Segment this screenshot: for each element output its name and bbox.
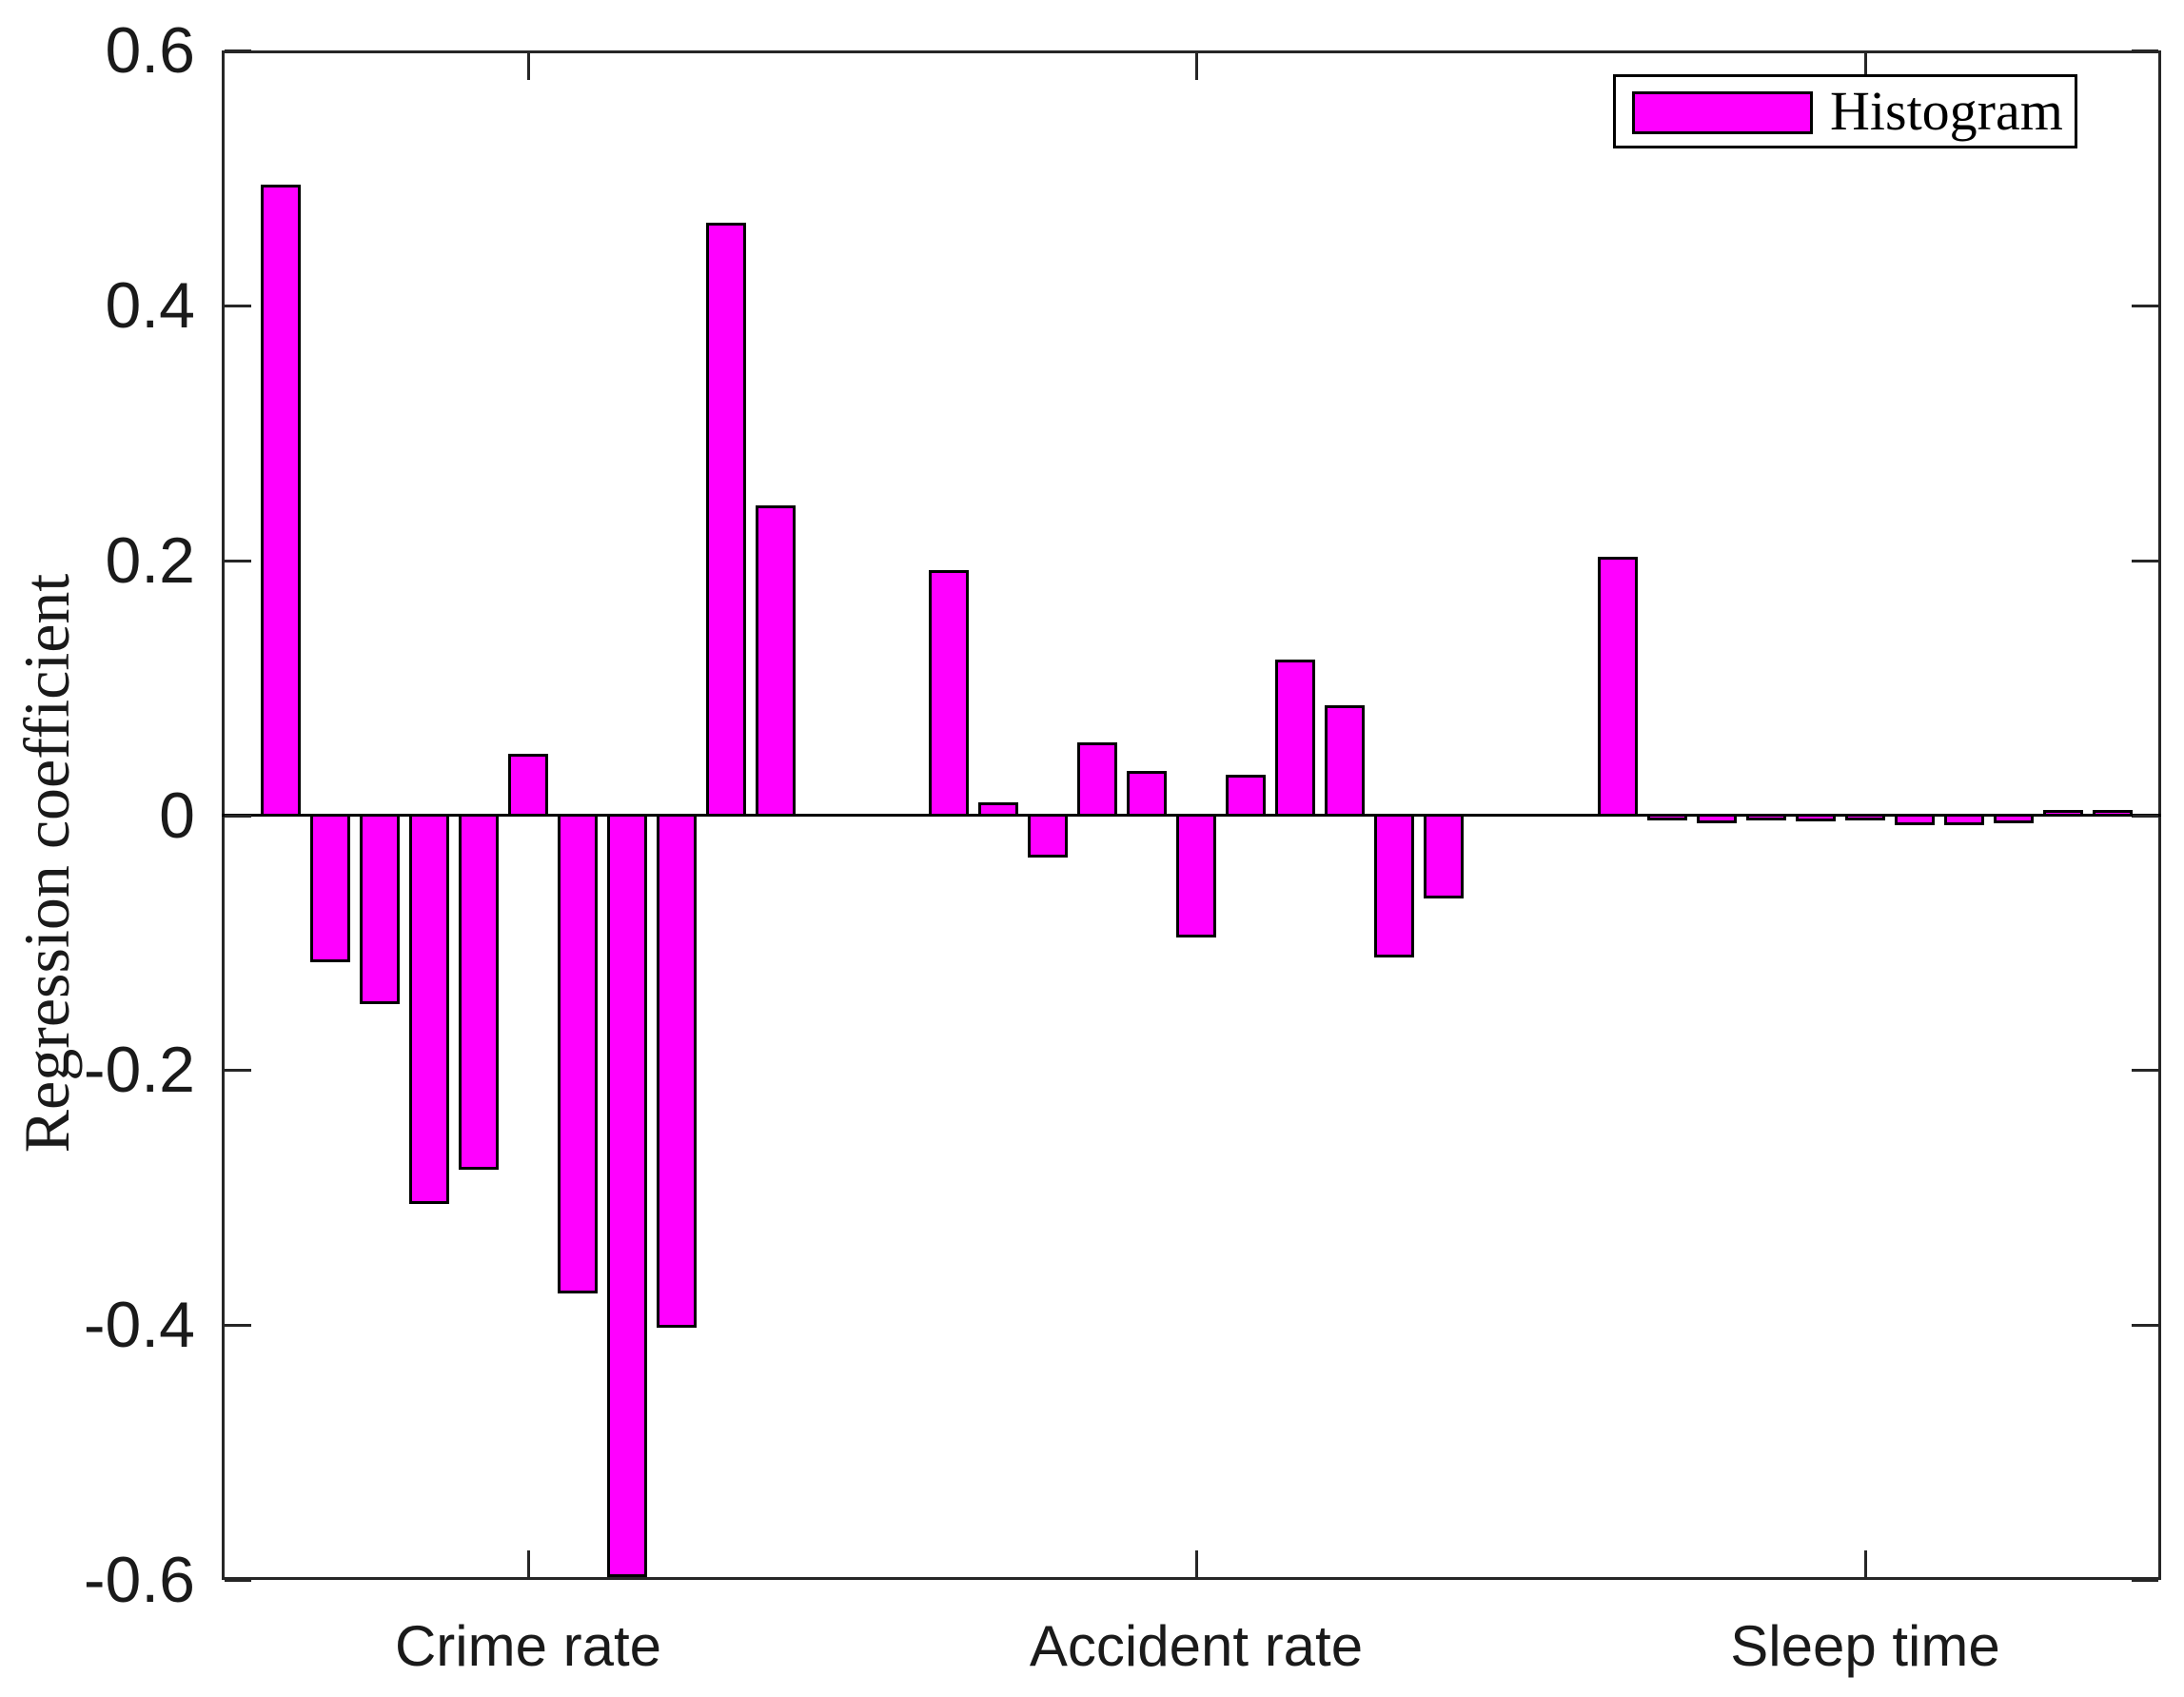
bar [1796,814,1836,821]
bar [1845,814,1885,820]
bar [310,814,350,962]
bar [261,185,301,817]
y-tick-left [225,304,251,307]
x-tick-top [526,53,530,80]
bar [1374,814,1414,957]
y-tick-left [225,1068,251,1072]
bar [1226,775,1266,817]
bar [2093,810,2133,817]
bar [756,505,796,817]
y-tick-left [225,814,251,818]
y-tick-label: 0.4 [105,269,195,342]
y-tick-right [2132,1578,2158,1582]
y-tick-label: 0 [159,779,195,852]
y-tick-right [2132,304,2158,307]
x-tick-bottom [526,1550,530,1577]
bar [657,814,697,1328]
bar [1994,814,2034,823]
x-tick-top [1863,53,1867,80]
x-category-label: Accident rate [1029,1614,1364,1678]
bar [1647,814,1687,820]
bar [1895,814,1935,825]
bar [1176,814,1216,937]
y-tick-right [2132,559,2158,562]
y-tick-label: 0.2 [105,524,195,597]
bar [2043,810,2083,817]
bar [1598,557,1638,817]
y-tick-label: -0.4 [83,1289,195,1361]
x-category-label: Sleep time [1730,1614,2000,1678]
y-tick-label: -0.6 [83,1544,195,1616]
bar [409,814,449,1204]
bar [706,223,746,817]
bar [1424,814,1464,898]
y-tick-label: 0.6 [105,14,195,87]
legend-swatch [1632,91,1813,134]
bar [929,570,969,817]
legend: Histogram [1613,74,2077,148]
y-tick-left [225,49,251,52]
y-tick-label: -0.2 [83,1034,195,1106]
bar [360,814,400,1004]
bar [1325,705,1365,817]
y-axis-label: Regression coefficient [10,573,83,1154]
x-category-label: Crime rate [394,1614,662,1678]
bar [1077,742,1117,817]
y-tick-right [2132,814,2158,818]
y-tick-right [2132,1323,2158,1327]
x-tick-bottom [1194,1550,1198,1577]
bar [1028,814,1068,858]
y-tick-left [225,1323,251,1327]
bar [1275,660,1315,817]
bar [459,814,499,1170]
legend-label: Histogram [1830,80,2063,142]
bar [1127,771,1167,817]
y-tick-right [2132,1068,2158,1072]
y-tick-left [225,1578,251,1582]
y-tick-right [2132,49,2158,52]
y-tick-left [225,559,251,562]
bar [1697,814,1737,823]
bar [607,814,647,1577]
bar [1944,814,1984,825]
x-tick-top [1194,53,1198,80]
bar [978,802,1018,817]
bar [558,814,598,1293]
x-tick-bottom [1863,1550,1867,1577]
bar [1746,814,1786,820]
bar [508,754,548,817]
